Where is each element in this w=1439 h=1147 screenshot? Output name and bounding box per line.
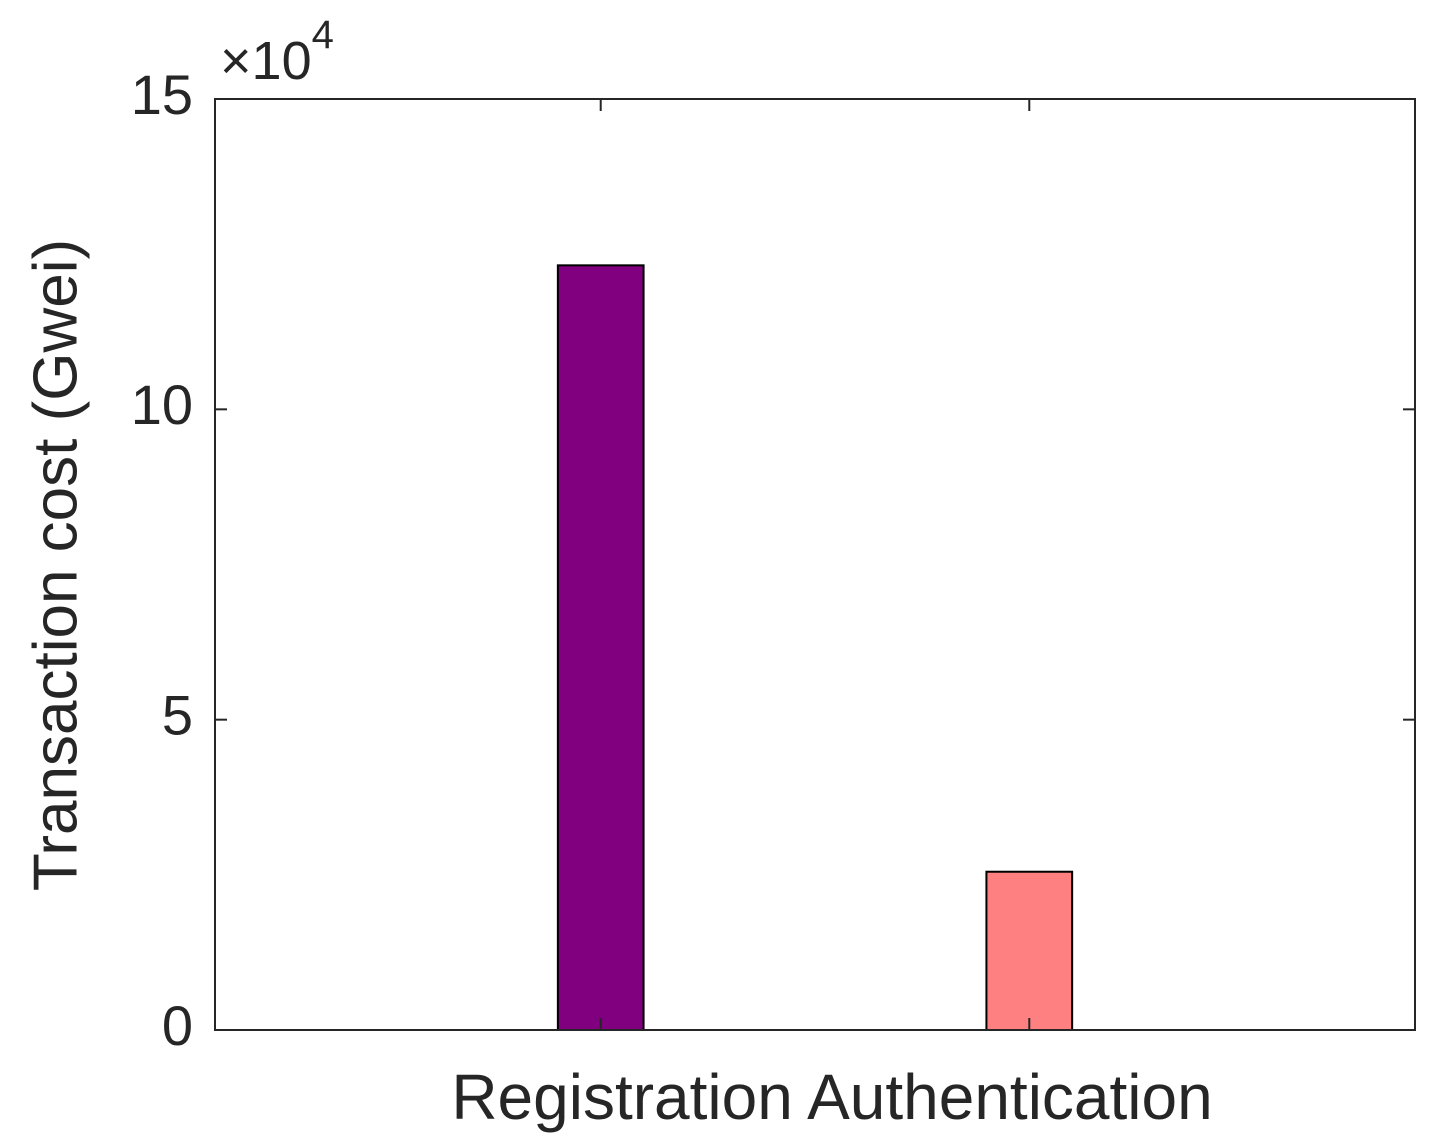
- bar: [556, 264, 645, 1031]
- y-tick-label: 15: [131, 63, 193, 126]
- y-tick-label: 5: [162, 683, 193, 746]
- multiplier-exponent: 4: [312, 13, 334, 57]
- multiplier-base: ×10: [220, 31, 312, 91]
- x-axis-label: Registration Authentication: [451, 1061, 1212, 1133]
- y-tick-label: 10: [131, 373, 193, 436]
- y-axis-label: Transaction cost (Gwei): [21, 239, 90, 891]
- y-tick-label: 0: [162, 994, 193, 1057]
- axis-multiplier: ×104: [220, 13, 334, 92]
- bar: [985, 870, 1074, 1031]
- plot-frame: [214, 98, 1416, 1031]
